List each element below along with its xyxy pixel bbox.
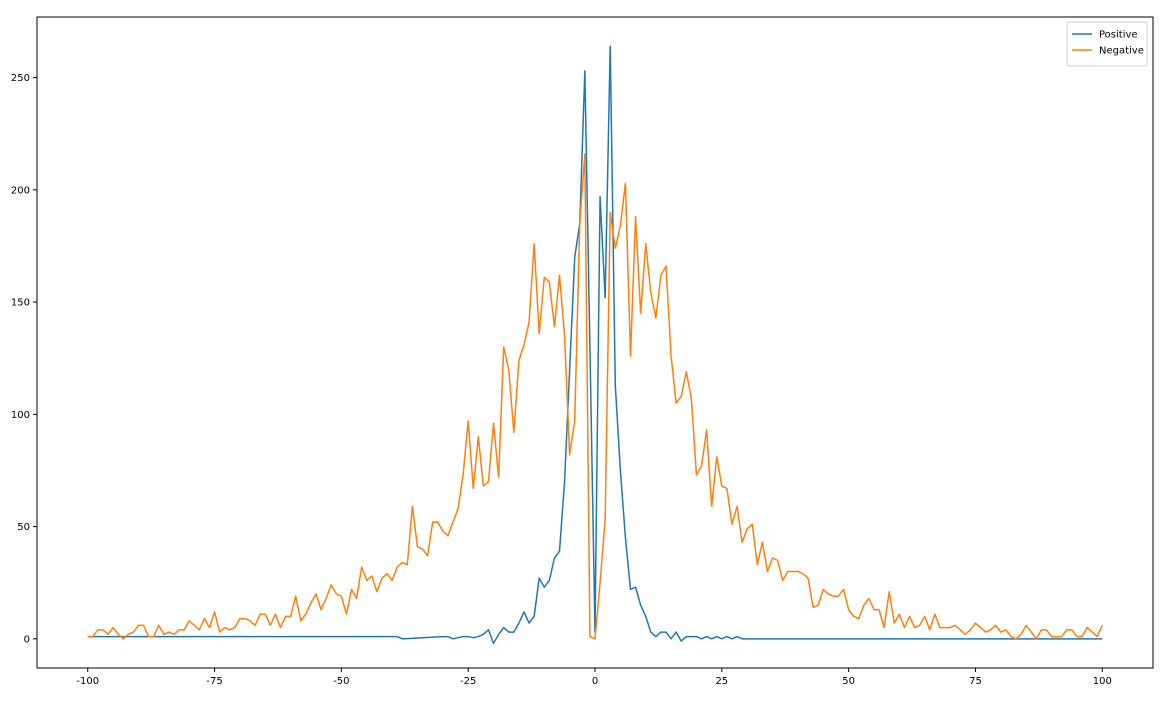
legend-label: Positive	[1099, 30, 1138, 41]
y-tick-label: 100	[11, 410, 30, 421]
x-tick-label: -100	[76, 676, 99, 687]
x-tick-label: 0	[592, 676, 598, 687]
line-series	[87, 45, 1103, 645]
axes-frame	[36, 16, 1154, 669]
x-tick-label: 50	[842, 676, 855, 687]
legend: Positive Negative	[1066, 21, 1148, 67]
legend-box	[1066, 21, 1148, 67]
x-tick-label: -50	[333, 676, 349, 687]
x-tick-label: -75	[206, 676, 222, 687]
y-tick-label: 250	[11, 73, 30, 84]
y-tick-label: 150	[11, 298, 30, 309]
x-tick-label: 100	[1093, 676, 1112, 687]
x-tick-label: 75	[969, 676, 982, 687]
legend-label: Negative	[1099, 46, 1144, 57]
y-tick-label: 50	[17, 522, 30, 533]
x-tick-label: -25	[460, 676, 476, 687]
line-series	[87, 153, 1103, 640]
y-tick-label: 200	[11, 185, 30, 196]
x-tick-label: 25	[715, 676, 728, 687]
y-tick-label: 0	[24, 634, 30, 645]
